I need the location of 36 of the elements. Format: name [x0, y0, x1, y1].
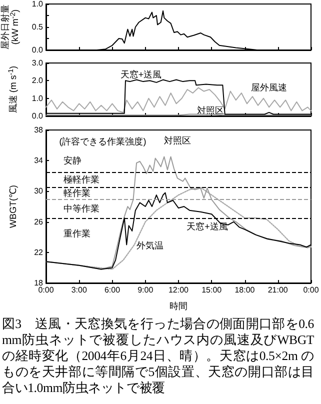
x-tick-label: 18:00 — [234, 286, 256, 294]
y-axis-title: WBGT(℃) — [8, 184, 18, 228]
y-tick-label: 38 — [34, 126, 44, 134]
y-tick-label: 22 — [34, 248, 44, 257]
annotation: 安静 — [64, 156, 82, 166]
y-tick-label: 26 — [34, 217, 44, 226]
annotation: 中等作業 — [64, 203, 100, 214]
series-label: 天窓+送風 — [186, 221, 228, 232]
x-axis-title: 時間 — [170, 301, 188, 311]
x-tick-label: 3:00 — [71, 286, 88, 294]
x-tick-label: 0:00 — [38, 286, 54, 294]
x-tick-label: 21:00 — [268, 286, 288, 294]
annotation: 重作業 — [64, 228, 91, 238]
x-tick-label: 15:00 — [202, 286, 222, 294]
annotation: 軽作業 — [64, 188, 91, 198]
x-tick-label: 6:00 — [104, 286, 121, 294]
x-tick-label: 0:00 — [303, 286, 320, 294]
y-tick-label: 0.0 — [32, 46, 44, 54]
annotation: (許容できる作業強度) — [59, 136, 146, 146]
caption: 図3 送風・天窓換気を行った場合の側面開口部を0.6 mm防虫ネットで被覆したハウス内の風速及びWBGTの経時変化（2004年6月24日、晴）。天窓は0.5×2m のものを天井部に等間隔で5個設置、天窓の開口部は目合い1.0mm防虫ネットで被覆 — [2, 316, 314, 396]
y-tick-label: 34 — [34, 156, 44, 166]
y-tick-label: 1.0 — [32, 0, 44, 8]
series-label: 屋外風速 — [251, 82, 288, 93]
series-label: 天窓+送風 — [120, 69, 162, 80]
y-tick-label: 1.0 — [32, 94, 44, 103]
series-label: 対照区 — [164, 136, 191, 146]
y-tick-label: 18 — [34, 278, 44, 288]
annotation: 極軽作業 — [64, 174, 100, 185]
x-tick-label: 12:00 — [168, 286, 190, 294]
x-tick-label: 9:00 — [138, 286, 154, 294]
y-tick-label: 2.0 — [32, 76, 44, 86]
y-tick-label: 0.0 — [32, 112, 44, 120]
y-tick-label: 30 — [34, 186, 44, 196]
y-tick-label: 0.5 — [32, 22, 44, 32]
series-label: 外気温 — [136, 240, 164, 251]
y-tick-label: 3.0 — [32, 58, 44, 68]
